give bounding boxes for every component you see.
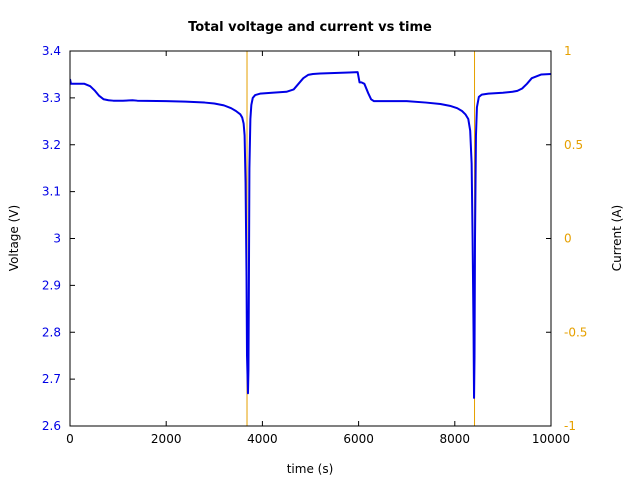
y-right-tick-label: 1 bbox=[564, 44, 572, 58]
x-tick-label: 8000 bbox=[440, 432, 471, 446]
y-left-tick-label: 3.2 bbox=[42, 138, 61, 152]
y-left-tick-label: 2.6 bbox=[42, 419, 61, 433]
x-axis-label: time (s) bbox=[287, 462, 334, 476]
y-right-tick-label: 0 bbox=[564, 232, 572, 246]
y-left-tick-label: 2.8 bbox=[42, 325, 61, 339]
y-left-axis-label: Voltage (V) bbox=[7, 205, 21, 271]
y-left-tick-label: 3.4 bbox=[42, 44, 61, 58]
x-tick-label: 0 bbox=[66, 432, 74, 446]
x-tick-label: 2000 bbox=[151, 432, 182, 446]
y-right-tick-label: -0.5 bbox=[564, 325, 587, 339]
y-left-tick-label: 3.1 bbox=[42, 185, 61, 199]
y-left-tick-label: 2.9 bbox=[42, 278, 61, 292]
x-tick-label: 4000 bbox=[247, 432, 278, 446]
y-right-tick-label: 0.5 bbox=[564, 138, 583, 152]
y-right-axis-label: Current (A) bbox=[610, 205, 624, 271]
y-left-tick-label: 2.7 bbox=[42, 372, 61, 386]
current-series-line bbox=[246, 51, 476, 426]
y-left-tick-label: 3 bbox=[53, 232, 61, 246]
plot-frame bbox=[69, 50, 552, 427]
x-tick-label: 10000 bbox=[532, 432, 570, 446]
y-left-tick-label: 3.3 bbox=[42, 91, 61, 105]
chart-title: Total voltage and current vs time bbox=[188, 20, 432, 35]
voltage-series-line bbox=[70, 71, 551, 399]
x-tick-label: 6000 bbox=[343, 432, 374, 446]
y-right-tick-label: -1 bbox=[564, 419, 576, 433]
